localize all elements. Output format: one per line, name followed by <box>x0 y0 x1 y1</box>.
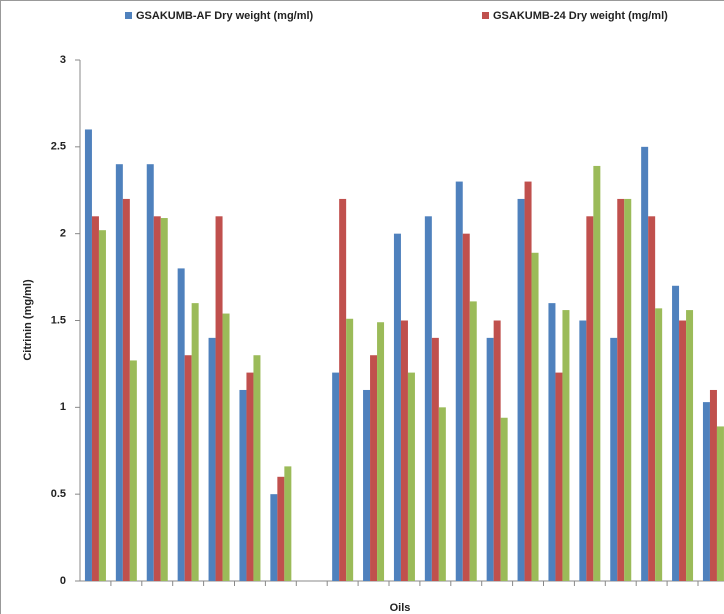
bar <box>455 181 463 582</box>
bar <box>579 320 587 581</box>
legend-swatch <box>125 12 132 19</box>
bar <box>277 476 285 581</box>
bar <box>438 407 446 581</box>
bar <box>222 313 230 581</box>
bar <box>407 372 415 581</box>
bar <box>531 252 539 581</box>
bar <box>562 310 570 581</box>
bar <box>332 372 340 581</box>
y-tick-label: 1.5 <box>51 314 66 326</box>
legend-swatch <box>482 12 489 19</box>
bar <box>686 310 694 581</box>
y-tick-label: 0.5 <box>51 488 66 500</box>
bar <box>655 308 663 581</box>
bar <box>500 417 508 581</box>
bar <box>91 216 99 582</box>
bar <box>84 129 92 581</box>
bar <box>469 301 477 581</box>
y-tick-label: 1 <box>60 401 66 413</box>
legend-label: GSAKUMB-AF Dry weight (mg/ml) <box>136 10 314 22</box>
bar <box>586 216 594 582</box>
legend-label: GSAKUMB-24 Dry weight (mg/ml) <box>493 10 668 22</box>
bar <box>160 218 168 581</box>
bar <box>191 303 199 581</box>
bar <box>215 216 223 582</box>
bar <box>122 198 130 581</box>
bar <box>424 216 432 582</box>
bar <box>709 389 717 581</box>
y-tick-label: 2.5 <box>51 141 66 153</box>
bar <box>98 230 106 581</box>
bar <box>524 181 532 582</box>
bar <box>672 285 680 581</box>
bar <box>624 198 632 581</box>
bar <box>648 216 656 582</box>
bar <box>377 322 385 581</box>
bar <box>593 165 601 582</box>
bar <box>129 360 137 581</box>
y-axis-title: Citrinin (mg/ml) <box>22 279 34 361</box>
bar <box>610 337 618 581</box>
bar <box>617 198 625 581</box>
bar <box>363 389 371 581</box>
bar <box>208 337 216 581</box>
bar <box>270 494 278 581</box>
bar <box>517 198 525 581</box>
bar <box>555 372 563 581</box>
bar <box>486 337 494 581</box>
bar <box>679 320 687 581</box>
y-tick-label: 0 <box>60 575 66 587</box>
bar <box>393 233 401 581</box>
bar <box>284 466 292 581</box>
bar <box>493 320 501 581</box>
bar <box>146 164 154 581</box>
bar <box>400 320 408 581</box>
bar <box>177 268 185 581</box>
y-tick-label: 3 <box>60 54 66 66</box>
bar <box>346 318 354 581</box>
bar <box>702 402 710 581</box>
bar <box>431 337 439 581</box>
bar <box>370 355 378 581</box>
bar <box>253 355 261 581</box>
x-axis-title: Oils <box>390 602 411 614</box>
bar <box>115 164 123 581</box>
bar <box>462 233 470 581</box>
bar <box>339 198 347 581</box>
bar <box>184 355 192 581</box>
bar <box>239 389 247 581</box>
bar <box>153 216 161 582</box>
bar <box>716 426 724 581</box>
bar <box>548 303 556 581</box>
y-tick-label: 2 <box>60 228 66 240</box>
bar <box>641 146 649 582</box>
bar <box>246 372 254 581</box>
